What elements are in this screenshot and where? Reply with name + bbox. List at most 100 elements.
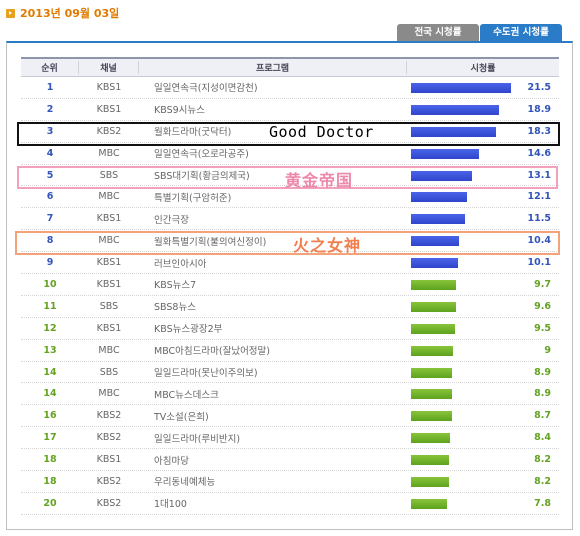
rating-cell: 8.9 [407,362,559,383]
table-row: 20 KBS2 1대100 7.8 [21,493,559,515]
program-cell: TV소설(은희) [154,411,209,423]
tab-capital-rating[interactable]: 수도권 시청률 [480,24,562,41]
channel-cell: SBS [99,169,119,181]
rank-cell: 14 [43,366,57,378]
channel-cell: KBS1 [96,322,122,334]
rating-bar [411,498,448,509]
rating-cell: 18.3 [407,121,559,142]
table-row: 13 MBC MBC아침드라마(잘났어정말) 9 [21,340,559,362]
channel-cell: KBS2 [96,432,122,444]
rating-tabs: 전국 시청률 수도권 시청률 [396,24,562,41]
rank-cell: 5 [46,169,54,181]
table-row: 8 MBC 월화특별기획(불의여신정이) 10.4 [21,230,559,253]
rating-value: 11.5 [527,213,551,225]
program-cell: 아침마당 [154,455,189,467]
rating-value: 12.1 [527,191,551,203]
rating-cell: 14.6 [407,143,559,164]
channel-cell: SBS [99,366,119,378]
annotation-text: Good Doctor [269,122,374,141]
rank-cell: 10 [43,278,57,290]
program-cell: 일일연속극(오로라공주) [154,149,249,161]
rating-cell: 11.5 [407,208,559,229]
rating-value: 8.2 [534,476,551,488]
table-row: 3 KBS2 월화드라마(굿닥터) 18.3 [21,121,559,143]
table-row: 18 KBS2 우리동네예체능 8.2 [21,471,559,493]
rating-cell: 9 [407,340,559,361]
rating-value: 8.2 [534,454,551,466]
table-row: 14 SBS 일일드라마(못난이주의보) 8.9 [21,362,559,384]
rating-value: 9.7 [534,279,551,291]
rating-bar [411,170,472,181]
program-cell: 일일연속극(지성이면감천) [154,83,258,95]
rating-cell: 8.7 [407,405,559,426]
rating-bar [411,126,497,137]
channel-cell: KBS2 [96,410,122,422]
rank-cell: 18 [43,454,57,466]
table-row: 17 KBS2 일일드라마(루비반지) 8.4 [21,427,559,450]
rating-bar [411,83,511,93]
program-cell: 일일드라마(루비반지) [154,433,241,445]
rating-bar [411,345,453,356]
program-cell: KBS뉴스광장2부 [154,324,223,336]
annotation-text: 火之女神 [293,236,362,256]
table-body: 1 KBS1 일일연속극(지성이면감천) 21.5 2 KBS1 KBS9시뉴스 18.9 3 K… [21,77,559,515]
rating-bar [411,411,452,422]
table-row: 16 KBS2 TV소설(은희) 8.7 [21,405,559,428]
rank-cell: 16 [43,410,57,422]
table-row: 6 MBC 특별기획(구암허준) 12.1 [21,186,559,209]
rating-bar [411,323,456,334]
program-cell: KBS뉴스7 [154,280,197,292]
rank-cell: 8 [46,235,54,247]
channel-cell: MBC [98,235,120,247]
header-program: 프로그램 [139,61,407,74]
rating-bar [411,477,450,488]
table-row: 10 KBS1 KBS뉴스7 9.7 [21,274,559,296]
rating-value: 8.7 [534,410,551,422]
channel-cell: MBC [98,147,120,159]
ratings-panel: 순위 채널 프로그램 시청률 1 KBS1 일일연속극(지성이면감천) 21.5 2 KB… [6,41,573,530]
tab-national-rating[interactable]: 전국 시청률 [397,24,479,41]
rating-value: 10.4 [527,235,551,247]
rating-cell: 8.2 [407,449,559,470]
table-row: 12 KBS1 KBS뉴스광장2부 9.5 [21,318,559,340]
rating-value: 18.9 [527,103,551,115]
rating-value: 8.9 [534,388,551,400]
rating-cell: 21.5 [407,77,559,98]
table-row: 18 KBS1 아침마당 8.2 [21,449,559,472]
rating-value: 18.3 [527,125,551,137]
program-cell: 월화드라마(굿닥터) [154,127,232,139]
rating-value: 14.6 [527,147,551,159]
rank-cell: 11 [43,300,57,312]
program-cell: 일일드라마(못난이주의보) [154,368,258,380]
rank-cell: 1 [46,81,54,93]
rating-cell: 7.8 [407,493,559,514]
channel-cell: SBS [99,300,119,312]
table-row: 9 KBS1 러브인아시아 10.1 [21,252,559,275]
table-row: 2 KBS1 KBS9시뉴스 18.9 [21,99,559,121]
program-cell: SBS대기획(황금의제국) [154,171,250,182]
program-cell: 1대100 [154,499,187,511]
rating-cell: 8.9 [407,383,559,404]
channel-cell: KBS1 [96,103,122,115]
channel-cell: MBC [98,388,120,400]
program-cell: KBS9시뉴스 [154,105,205,117]
header-rank: 순위 [21,61,79,74]
channel-cell: KBS1 [96,454,122,466]
channel-cell: KBS2 [96,475,122,487]
rating-value: 7.8 [534,497,551,509]
rating-value: 9 [544,344,551,356]
channel-cell: KBS1 [96,278,122,290]
rank-cell: 6 [46,191,54,203]
program-cell: 우리동네예체능 [154,477,216,489]
rating-cell: 12.1 [407,186,559,207]
rating-bar [411,214,465,225]
table-row: 7 KBS1 인간극장 11.5 [21,208,559,231]
rating-bar [411,389,453,400]
rating-value: 21.5 [527,82,551,93]
rating-value: 8.9 [534,366,551,378]
rating-cell: 18.9 [407,99,559,120]
rank-cell: 18 [43,475,57,487]
rank-cell: 4 [46,147,54,159]
date-header: 2013년 09월 03일 [6,6,119,20]
rating-cell: 13.1 [407,165,559,186]
